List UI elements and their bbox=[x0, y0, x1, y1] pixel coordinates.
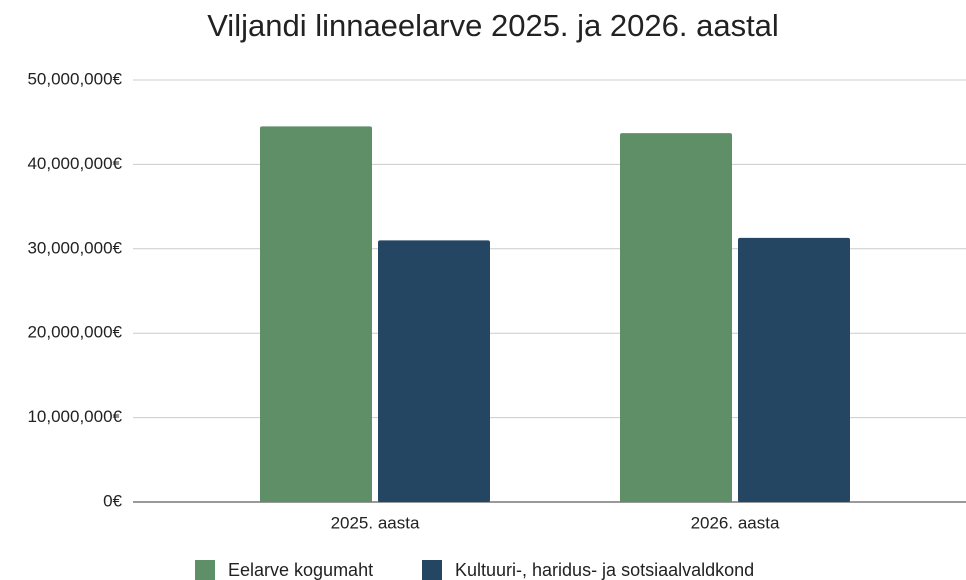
legend-swatch bbox=[195, 560, 215, 580]
x-tick-label: 2026. aasta bbox=[691, 513, 780, 532]
bar bbox=[738, 237, 850, 502]
y-tick-label: 10,000,000€ bbox=[27, 407, 122, 426]
bar bbox=[378, 240, 490, 503]
legend-label: Kultuuri-, haridus- ja sotsiaalvaldkond bbox=[455, 560, 754, 580]
bar bbox=[620, 133, 732, 502]
bar bbox=[260, 126, 372, 503]
legend-swatch bbox=[422, 560, 442, 580]
legend-label: Eelarve kogumaht bbox=[228, 560, 373, 580]
x-tick-label: 2025. aasta bbox=[331, 513, 420, 532]
y-tick-label: 0€ bbox=[103, 491, 122, 510]
y-tick-label: 20,000,000€ bbox=[27, 323, 122, 342]
y-tick-label: 30,000,000€ bbox=[27, 238, 122, 257]
y-tick-label: 50,000,000€ bbox=[27, 69, 122, 88]
chart-title: Viljandi linnaeelarve 2025. ja 2026. aas… bbox=[207, 8, 779, 43]
y-tick-label: 40,000,000€ bbox=[27, 154, 122, 173]
